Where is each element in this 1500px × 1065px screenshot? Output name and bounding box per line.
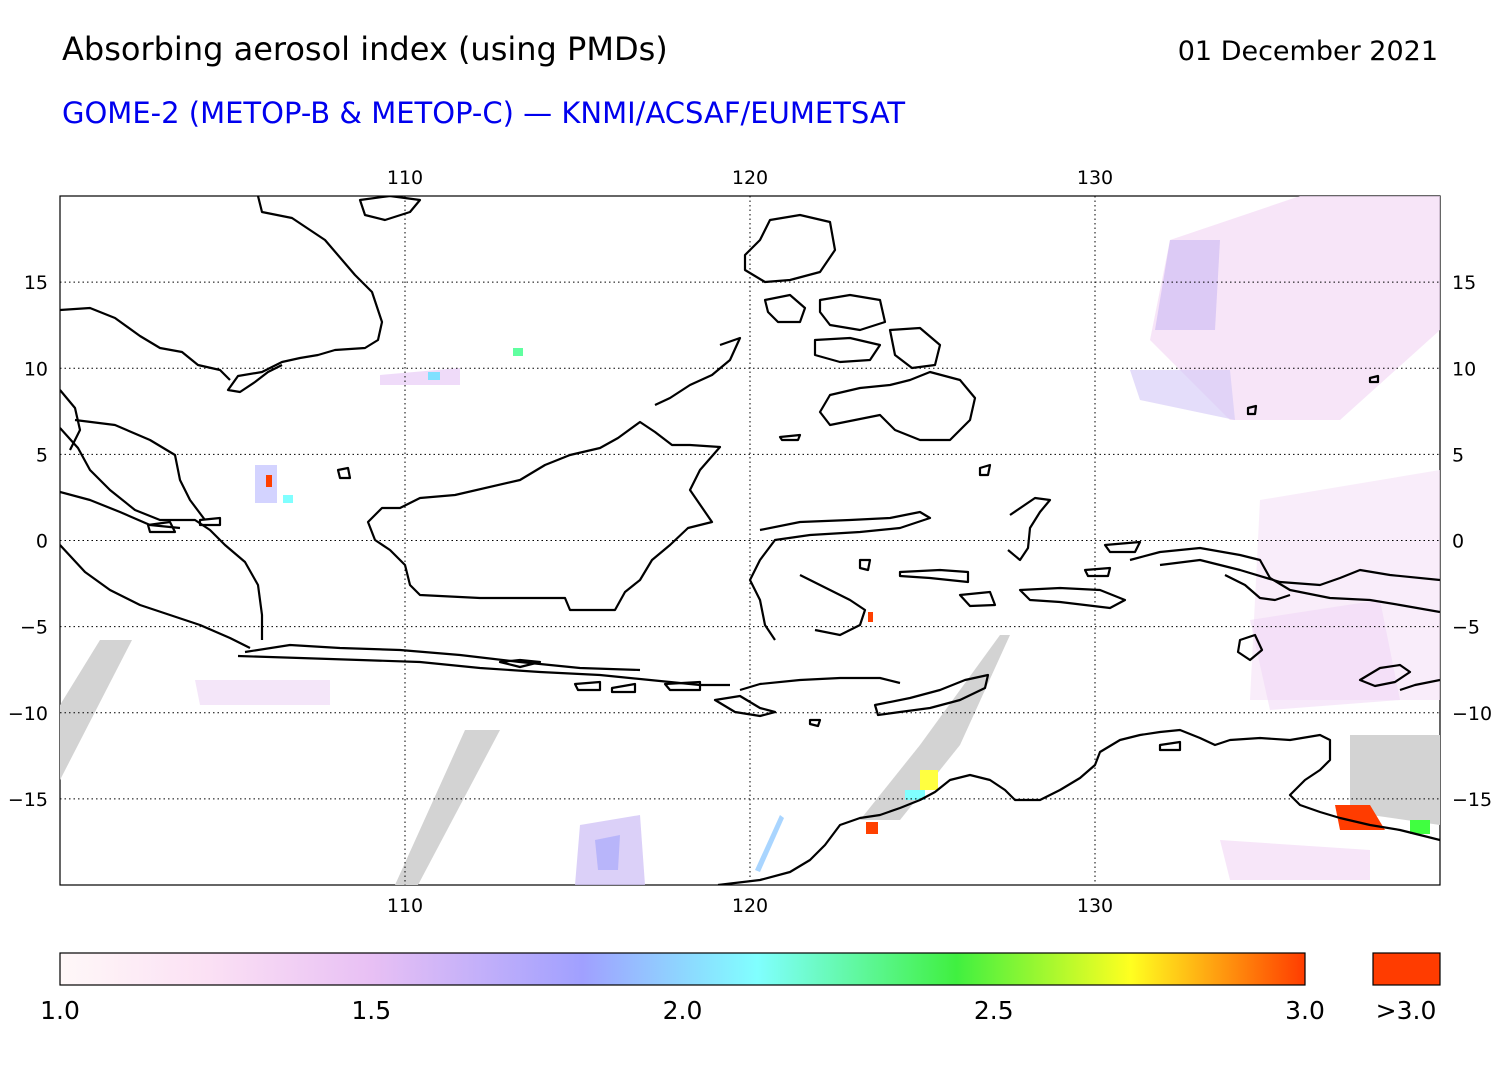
lat-tick-right--15: −15 bbox=[1452, 789, 1492, 811]
colorbar-tick-0: 1.0 bbox=[40, 996, 80, 1025]
colorbar bbox=[59, 952, 1306, 986]
lon-tick-bottom-130: 130 bbox=[1077, 895, 1113, 917]
lon-tick-top-120: 120 bbox=[732, 167, 768, 189]
colorbar-tick-2: 2.0 bbox=[663, 996, 703, 1025]
lat-tick-right-10: 10 bbox=[1452, 358, 1476, 380]
colorbar-tick-1: 1.5 bbox=[351, 996, 391, 1025]
lat-tick-right-5: 5 bbox=[1452, 444, 1464, 466]
map-title: Absorbing aerosol index (using PMDs) bbox=[62, 30, 668, 68]
map-subtitle: GOME-2 (METOP-B & METOP-C) — KNMI/ACSAF/… bbox=[62, 96, 906, 130]
lat-tick-left--15: −15 bbox=[8, 789, 48, 811]
lat-tick-left-10: 10 bbox=[24, 358, 48, 380]
lat-tick-left-15: 15 bbox=[24, 272, 48, 294]
lon-tick-bottom-120: 120 bbox=[732, 895, 768, 917]
lon-tick-top-110: 110 bbox=[387, 167, 423, 189]
colorbar-overflow-box bbox=[1372, 952, 1441, 986]
map-date: 01 December 2021 bbox=[1177, 36, 1438, 67]
gridlines bbox=[60, 196, 1440, 885]
colorbar-overflow-label: >3.0 bbox=[1376, 996, 1437, 1025]
lat-tick-left--5: −5 bbox=[20, 617, 48, 639]
aerosol-signal bbox=[195, 196, 1440, 885]
lat-tick-right-15: 15 bbox=[1452, 272, 1476, 294]
lat-tick-right-0: 0 bbox=[1452, 531, 1464, 553]
lon-tick-top-130: 130 bbox=[1077, 167, 1113, 189]
coastlines bbox=[60, 196, 1440, 885]
no-data-areas bbox=[60, 635, 1440, 885]
lat-tick-left--10: −10 bbox=[8, 703, 48, 725]
lat-tick-right--10: −10 bbox=[1452, 703, 1492, 725]
colorbar-tick-4: 3.0 bbox=[1285, 996, 1325, 1025]
colorbar-tick-3: 2.5 bbox=[974, 996, 1014, 1025]
lon-tick-bottom-110: 110 bbox=[387, 895, 423, 917]
lat-tick-left-5: 5 bbox=[36, 444, 48, 466]
lat-tick-right--5: −5 bbox=[1452, 617, 1480, 639]
lat-tick-left-0: 0 bbox=[36, 531, 48, 553]
